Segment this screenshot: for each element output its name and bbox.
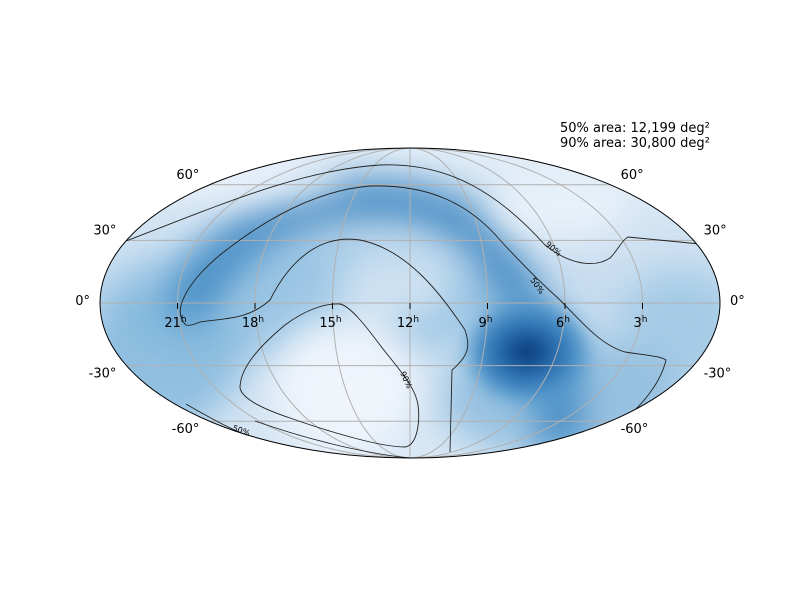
dec-axis: 60° 60° 30° 30° 0° 0° -30° -30° -60° -60°: [75, 168, 745, 437]
area-annotation: 50% area: 12,199 deg² 90% area: 30,800 d…: [560, 121, 710, 151]
dec-label-left: -30°: [89, 367, 117, 382]
ra-tick-label: 12h: [397, 315, 419, 331]
dec-label-right: 30°: [704, 223, 727, 238]
ra-tick-label: 3h: [634, 315, 648, 331]
ra-axis: 21h 18h 15h 12h 9h 6h 3h: [164, 303, 648, 331]
ra-tick-label: 6h: [556, 315, 570, 331]
dec-label-right: 0°: [730, 294, 745, 309]
ra-tick-label: 9h: [479, 315, 493, 331]
dec-label-left: -60°: [172, 422, 200, 437]
dec-label-left: 0°: [75, 294, 90, 309]
ra-tick-label: 18h: [242, 315, 264, 331]
ra-tick-label: 21h: [164, 315, 186, 331]
ra-tick-label: 15h: [319, 315, 341, 331]
dec-label-left: 60°: [176, 168, 199, 183]
dec-label-right: -30°: [704, 367, 732, 382]
dec-label-right: 60°: [621, 168, 644, 183]
dec-label-right: -60°: [621, 422, 649, 437]
dec-label-left: 30°: [93, 223, 116, 238]
area-50-text: 50% area: 12,199 deg²: [560, 121, 710, 136]
area-90-text: 90% area: 30,800 deg²: [560, 136, 710, 151]
contour-90: [100, 164, 701, 458]
map-boundary: [99, 147, 721, 459]
